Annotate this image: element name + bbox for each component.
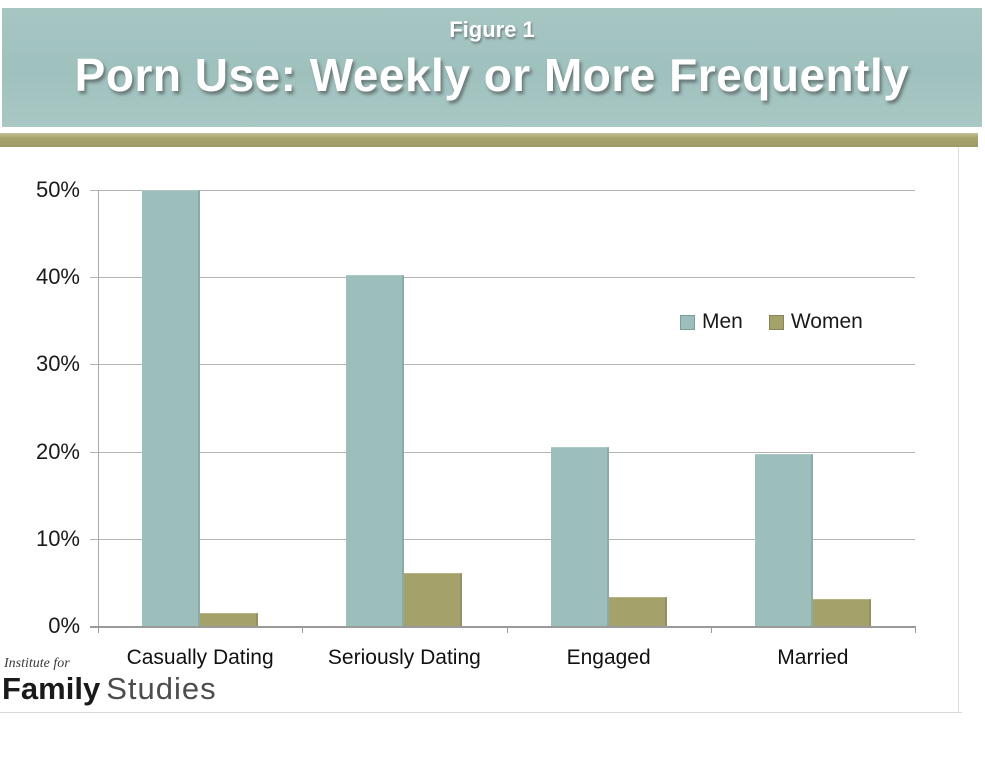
footer-divider: [0, 712, 962, 713]
y-axis-label-40: 40%: [35, 264, 80, 290]
x-axis-tick: [507, 626, 508, 633]
bar-women-married: [812, 598, 871, 626]
chart-legend: Men Women: [680, 310, 863, 334]
x-axis-label-married: Married: [777, 646, 849, 669]
logo-family: Family: [2, 671, 101, 706]
bar-women-seriously-dating: [404, 572, 463, 626]
x-axis-tick: [915, 626, 916, 633]
bar-men-married: [754, 454, 813, 626]
legend-item-women: Women: [768, 310, 863, 334]
x-axis-tick: [98, 626, 99, 633]
figure-label: Figure 1: [449, 17, 535, 42]
legend-item-men: Men: [680, 310, 743, 334]
footer-logo: Family Studies: [2, 673, 217, 704]
legend-swatch-women: [768, 314, 784, 330]
legend-label-men: Men: [702, 310, 743, 333]
y-axis-label-50: 50%: [35, 177, 80, 202]
bar-men-engaged: [550, 447, 609, 626]
slide-right-border: [958, 147, 959, 713]
y-axis-label-0: 0%: [48, 613, 80, 638]
gridline-20: [90, 451, 915, 453]
page-title: Porn Use: Weekly or More Frequently: [74, 49, 910, 101]
bar-men-seriously-dating: [346, 274, 405, 626]
x-axis-label-engaged: Engaged: [566, 646, 651, 669]
header-band: Figure 1 Porn Use: Weekly or More Freque…: [2, 8, 982, 127]
x-axis-label-casually-dating: Casually Dating: [126, 646, 274, 669]
y-axis-label-10: 10%: [35, 525, 80, 551]
legend-swatch-men: [680, 314, 695, 330]
x-axis-label-seriously-dating: Seriously Dating: [327, 646, 481, 669]
bar-men-casually-dating: [142, 190, 201, 626]
gridline-0: [90, 626, 915, 628]
x-axis-tick: [302, 626, 303, 633]
logo-institute-for: Institute for: [4, 656, 70, 671]
logo-studies: Studies: [106, 671, 217, 706]
bar-chart: 0% 10% 20% 30% 40% 50% Casually Dating Seriousl…: [0, 147, 985, 677]
y-axis-line: [98, 190, 99, 626]
y-axis-label-30: 30%: [35, 351, 80, 377]
gridline-30: [90, 364, 915, 366]
bar-women-casually-dating: [200, 612, 259, 626]
gridline-10: [90, 538, 915, 540]
legend-label-women: Women: [790, 310, 863, 333]
gridline-50: [90, 190, 915, 191]
gridline-40: [90, 277, 915, 279]
x-axis-tick: [711, 626, 712, 633]
y-axis-label-20: 20%: [35, 438, 80, 464]
bar-women-engaged: [608, 597, 667, 626]
accent-strip: [0, 133, 978, 147]
